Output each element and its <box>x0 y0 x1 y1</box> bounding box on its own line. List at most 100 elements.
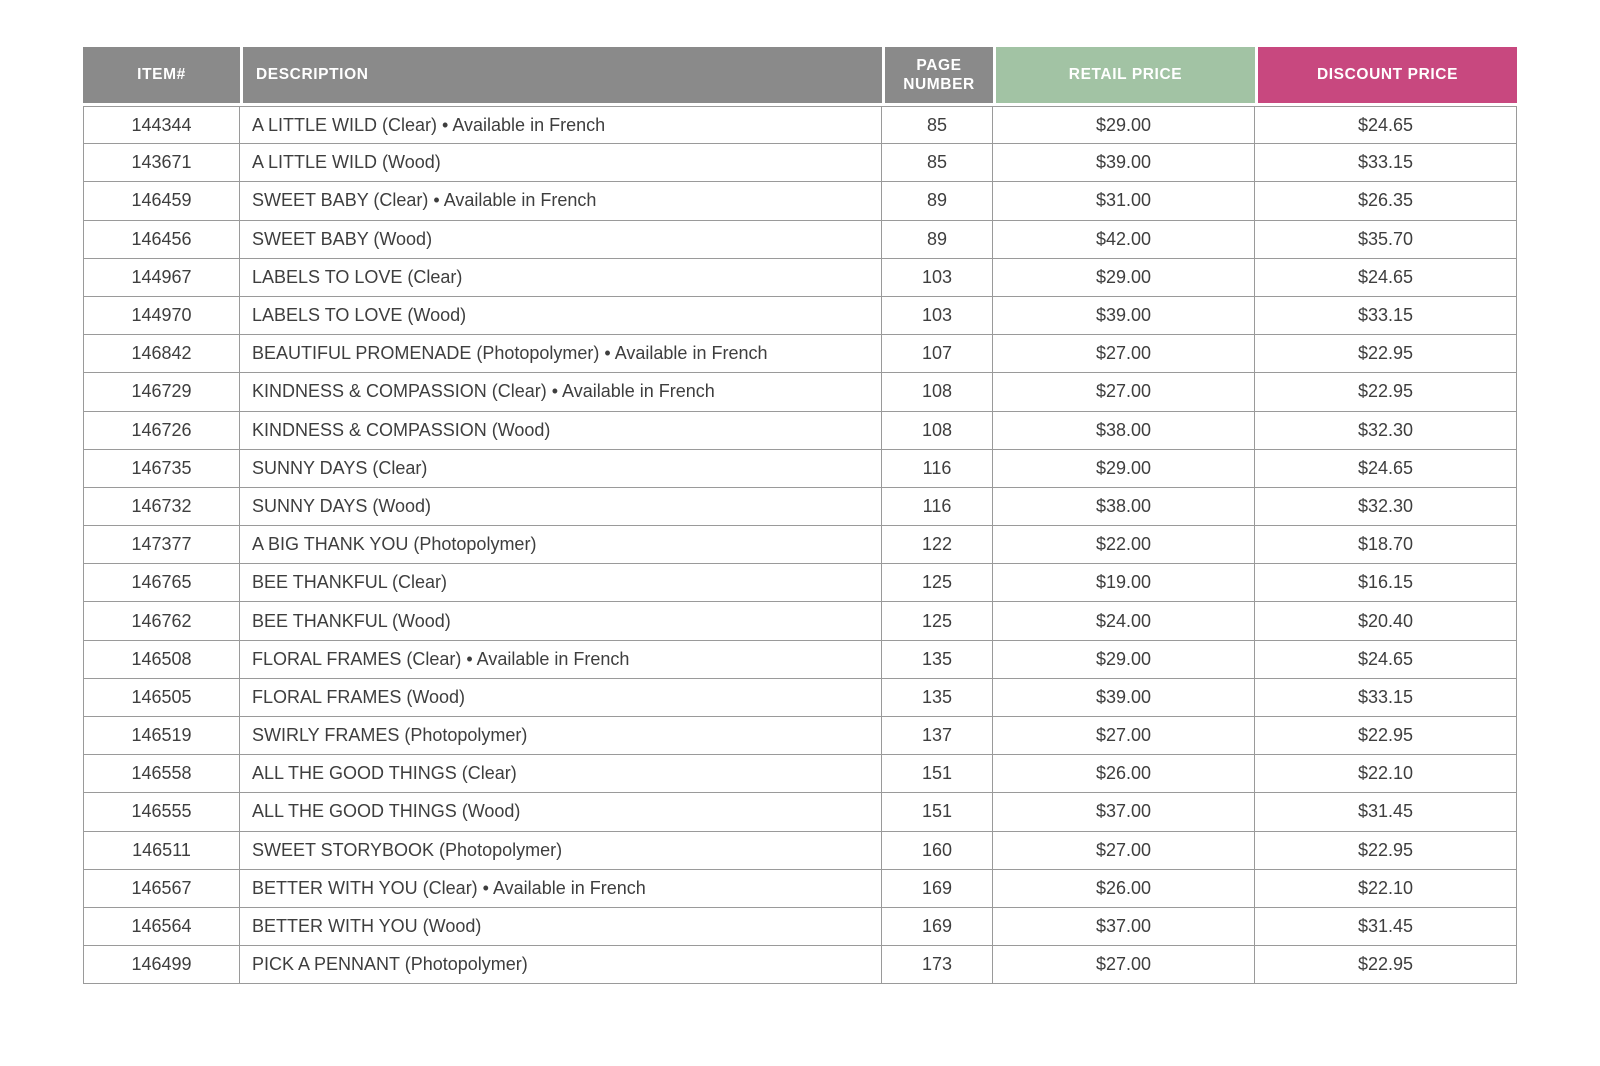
page-number-cell: 108 <box>882 373 993 412</box>
table-row: 146555 ALL THE GOOD THINGS (Wood) 151 $3… <box>83 793 1517 832</box>
page-number-cell: 107 <box>882 335 993 374</box>
page-number-cell: 103 <box>882 258 993 297</box>
description-cell: A LITTLE WILD (Clear) • Available in Fre… <box>240 106 882 145</box>
page-number-cell: 151 <box>882 793 993 832</box>
item-number-cell: 146456 <box>83 220 240 259</box>
page-number-cell: 116 <box>882 449 993 488</box>
item-number-cell: 146508 <box>83 640 240 679</box>
page-number-cell: 122 <box>882 526 993 565</box>
retail-price-cell: $37.00 <box>993 907 1255 947</box>
item-number-cell: 143671 <box>83 144 240 183</box>
discount-price-cell: $32.30 <box>1255 411 1517 450</box>
retail-price-cell: $29.00 <box>993 449 1255 488</box>
table-row: 146564 BETTER WITH YOU (Wood) 169 $37.00… <box>83 907 1517 947</box>
retail-price-cell: $38.00 <box>993 411 1255 450</box>
discount-price-cell: $16.15 <box>1255 564 1517 603</box>
description-cell: LABELS TO LOVE (Clear) <box>240 258 882 297</box>
discount-price-cell: $32.30 <box>1255 487 1517 527</box>
table-row: 146499 PICK A PENNANT (Photopolymer) 173… <box>83 946 1517 985</box>
item-number-cell: 146567 <box>83 869 240 908</box>
retail-price-cell: $38.00 <box>993 487 1255 527</box>
table-row: 146558 ALL THE GOOD THINGS (Clear) 151 $… <box>83 755 1517 794</box>
retail-price-cell: $42.00 <box>993 220 1255 259</box>
discount-price-cell: $22.95 <box>1255 335 1517 374</box>
retail-price-cell: $27.00 <box>993 717 1255 756</box>
table-row: 146762 BEE THANKFUL (Wood) 125 $24.00 $2… <box>83 602 1517 641</box>
item-number-cell: 144344 <box>83 106 240 145</box>
discount-price-cell: $33.15 <box>1255 144 1517 183</box>
discount-price-cell: $24.65 <box>1255 258 1517 297</box>
discount-price-cell: $22.10 <box>1255 755 1517 794</box>
table-row: 146459 SWEET BABY (Clear) • Available in… <box>83 182 1517 221</box>
item-number-cell: 146729 <box>83 373 240 412</box>
table-row: 143671 A LITTLE WILD (Wood) 85 $39.00 $3… <box>83 144 1517 183</box>
discount-price-cell: $33.15 <box>1255 296 1517 336</box>
table-row: 146735 SUNNY DAYS (Clear) 116 $29.00 $24… <box>83 449 1517 488</box>
table-row: 146765 BEE THANKFUL (Clear) 125 $19.00 $… <box>83 564 1517 603</box>
description-cell: PICK A PENNANT (Photopolymer) <box>240 946 882 985</box>
discount-price-cell: $31.45 <box>1255 793 1517 832</box>
table-row: 146519 SWIRLY FRAMES (Photopolymer) 137 … <box>83 717 1517 756</box>
item-number-cell: 146564 <box>83 907 240 947</box>
item-number-cell: 146511 <box>83 831 240 870</box>
item-number-cell: 146519 <box>83 717 240 756</box>
table-row: 146505 FLORAL FRAMES (Wood) 135 $39.00 $… <box>83 678 1517 717</box>
table-row: 146842 BEAUTIFUL PROMENADE (Photopolymer… <box>83 335 1517 374</box>
retail-price-cell: $29.00 <box>993 640 1255 679</box>
table-row: 144967 LABELS TO LOVE (Clear) 103 $29.00… <box>83 258 1517 297</box>
table-body: 144344 A LITTLE WILD (Clear) • Available… <box>83 106 1517 985</box>
description-cell: SWIRLY FRAMES (Photopolymer) <box>240 717 882 756</box>
column-header-discount-price: DISCOUNT PRICE <box>1255 47 1517 106</box>
retail-price-cell: $37.00 <box>993 793 1255 832</box>
retail-price-cell: $22.00 <box>993 526 1255 565</box>
page-number-cell: 116 <box>882 487 993 527</box>
discount-price-cell: $22.95 <box>1255 717 1517 756</box>
page-number-cell: 151 <box>882 755 993 794</box>
description-cell: A BIG THANK YOU (Photopolymer) <box>240 526 882 565</box>
page-number-cell: 160 <box>882 831 993 870</box>
retail-price-cell: $27.00 <box>993 946 1255 985</box>
description-cell: ALL THE GOOD THINGS (Wood) <box>240 793 882 832</box>
description-cell: SWEET BABY (Clear) • Available in French <box>240 182 882 221</box>
page-number-cell: 137 <box>882 717 993 756</box>
table-row: 144970 LABELS TO LOVE (Wood) 103 $39.00 … <box>83 296 1517 336</box>
item-number-cell: 146842 <box>83 335 240 374</box>
discount-price-cell: $35.70 <box>1255 220 1517 259</box>
description-cell: SWEET BABY (Wood) <box>240 220 882 259</box>
retail-price-cell: $39.00 <box>993 678 1255 717</box>
discount-price-cell: $26.35 <box>1255 182 1517 221</box>
page-number-cell: 103 <box>882 296 993 336</box>
header-row: ITEM# DESCRIPTION PAGE NUMBER RETAIL PRI… <box>83 47 1517 106</box>
item-number-cell: 146555 <box>83 793 240 832</box>
discount-price-cell: $22.95 <box>1255 373 1517 412</box>
item-number-cell: 144970 <box>83 296 240 336</box>
item-number-cell: 146735 <box>83 449 240 488</box>
retail-price-cell: $27.00 <box>993 373 1255 412</box>
discount-price-cell: $24.65 <box>1255 449 1517 488</box>
column-header-retail-price: RETAIL PRICE <box>993 47 1255 106</box>
description-cell: FLORAL FRAMES (Clear) • Available in Fre… <box>240 640 882 679</box>
description-cell: BEAUTIFUL PROMENADE (Photopolymer) • Ava… <box>240 335 882 374</box>
page-number-cell: 89 <box>882 182 993 221</box>
table-row: 146567 BETTER WITH YOU (Clear) • Availab… <box>83 869 1517 908</box>
item-number-cell: 146499 <box>83 946 240 985</box>
discount-price-cell: $31.45 <box>1255 907 1517 947</box>
item-number-cell: 147377 <box>83 526 240 565</box>
page-number-cell: 173 <box>882 946 993 985</box>
page-number-cell: 125 <box>882 602 993 641</box>
table-row: 146729 KINDNESS & COMPASSION (Clear) • A… <box>83 373 1517 412</box>
description-cell: BEE THANKFUL (Wood) <box>240 602 882 641</box>
discount-price-cell: $24.65 <box>1255 640 1517 679</box>
retail-price-cell: $39.00 <box>993 144 1255 183</box>
discount-price-cell: $22.95 <box>1255 946 1517 985</box>
table-row: 146456 SWEET BABY (Wood) 89 $42.00 $35.7… <box>83 220 1517 259</box>
page-number-cell: 125 <box>882 564 993 603</box>
retail-price-cell: $29.00 <box>993 258 1255 297</box>
description-cell: A LITTLE WILD (Wood) <box>240 144 882 183</box>
table-header: ITEM# DESCRIPTION PAGE NUMBER RETAIL PRI… <box>83 47 1517 106</box>
retail-price-cell: $26.00 <box>993 755 1255 794</box>
table-row: 144344 A LITTLE WILD (Clear) • Available… <box>83 106 1517 145</box>
item-number-cell: 146732 <box>83 487 240 527</box>
discount-price-cell: $22.95 <box>1255 831 1517 870</box>
item-number-cell: 146762 <box>83 602 240 641</box>
